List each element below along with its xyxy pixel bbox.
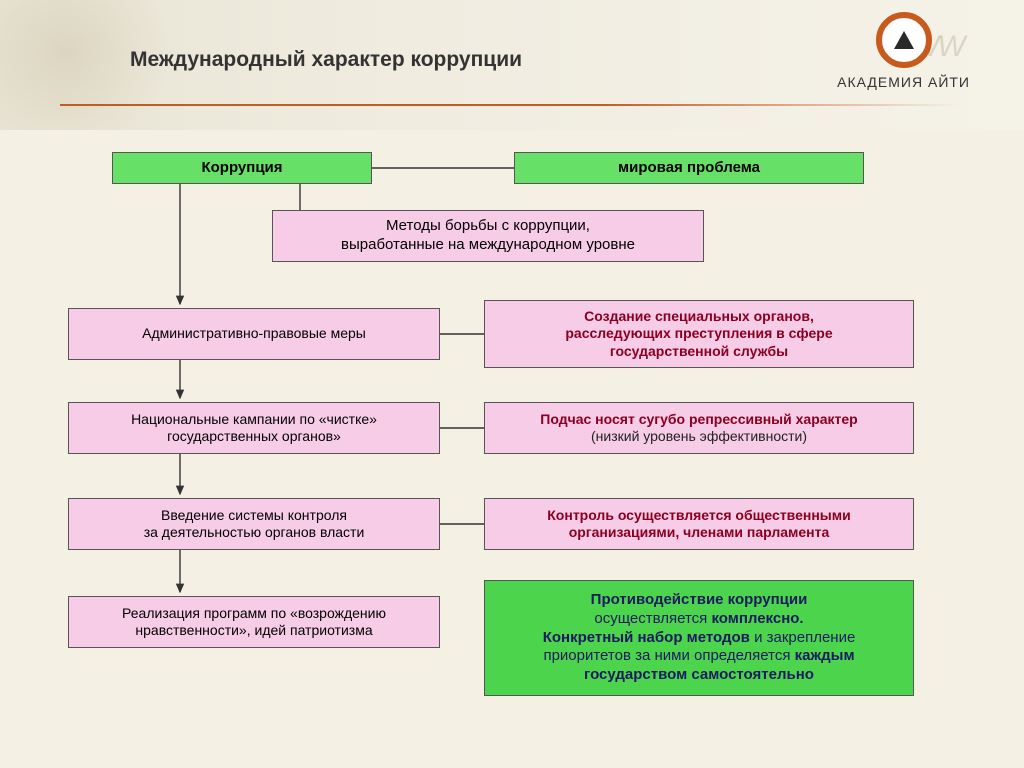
node-label: Методы борьбы с коррупции, выработанные … [341,217,635,255]
title-underline [60,104,960,106]
node-methods: Методы борьбы с коррупции, выработанные … [272,210,704,262]
node-counteraction: Противодействие коррупции осуществляется… [484,580,914,696]
logo: WW АКАДЕМИЯ АЙТИ [837,12,970,90]
node-label: Введение системы контроля за деятельност… [144,507,365,542]
node-revival-programs: Реализация программ по «возрождению нрав… [68,596,440,648]
node-label: Административно-правовые меры [142,325,366,343]
node-label: Национальные кампании по «чистке» госуда… [131,411,377,446]
node-control-system: Введение системы контроля за деятельност… [68,498,440,550]
node-label: Коррупция [201,159,282,178]
node-repressive: Подчас носят сугубо репрессивный характе… [484,402,914,454]
node-control-by: Контроль осуществляется общественными ор… [484,498,914,550]
node-label: Создание специальных органов, расследующ… [565,308,832,361]
page-title: Международный характер коррупции [130,48,522,72]
node-world-problem: мировая проблема [514,152,864,184]
logo-text: АКАДЕМИЯ АЙТИ [837,74,970,90]
node-label: мировая проблема [618,159,760,178]
node-admin-measures: Административно-правовые меры [68,308,440,360]
node-national-campaigns: Национальные кампании по «чистке» госуда… [68,402,440,454]
node-corruption: Коррупция [112,152,372,184]
node-special-bodies: Создание специальных органов, расследующ… [484,300,914,368]
node-label: Контроль осуществляется общественными ор… [547,507,850,542]
node-label: Реализация программ по «возрождению нрав… [122,605,386,640]
logo-icon: WW [876,12,932,68]
node-label: Подчас носят сугубо репрессивный характе… [540,411,857,446]
node-label: Противодействие коррупции осуществляется… [543,591,856,685]
